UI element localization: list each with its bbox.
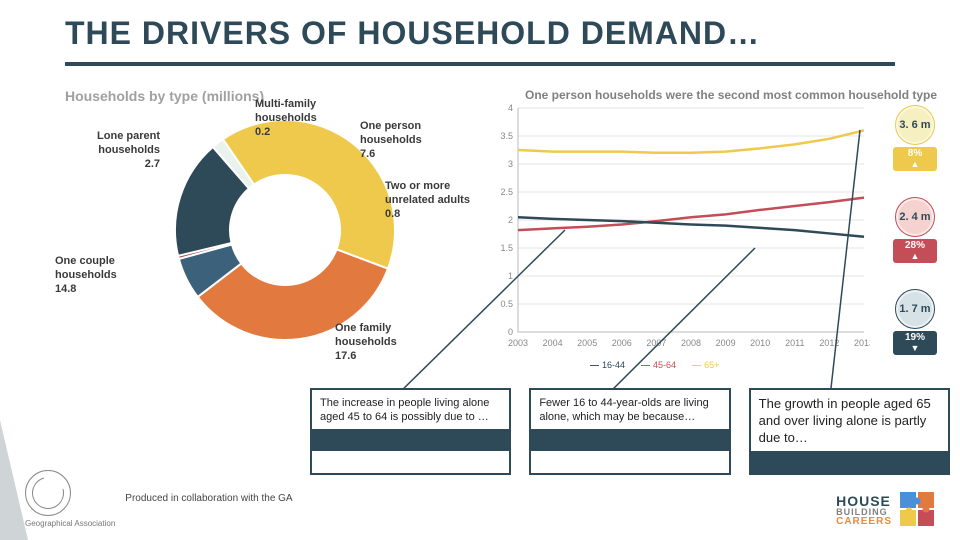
svg-text:3.5: 3.5 (500, 131, 513, 141)
subtitle-left: Households by type (millions) (65, 88, 264, 104)
label-one-couple: One couple households 14.8 (55, 255, 145, 296)
page-title: THE DRIVERS OF HOUSEHOLD DEMAND… (65, 15, 760, 52)
legend-45-64: 45-64 (641, 360, 676, 370)
svg-text:2007: 2007 (646, 338, 666, 348)
annotation-bar (312, 429, 509, 451)
label-one-person: One person households 7.6 (360, 120, 440, 161)
svg-text:0: 0 (508, 327, 513, 337)
footer-left: Geographical Association Produced in col… (25, 470, 293, 528)
svg-text:1: 1 (508, 271, 513, 281)
annotation-16-44: Fewer 16 to 44-year-olds are living alon… (529, 388, 730, 475)
svg-text:2013: 2013 (854, 338, 870, 348)
badge-pill: 28%▲ (893, 239, 937, 263)
ga-logo-icon (25, 470, 71, 516)
annotation-row: The increase in people living alone aged… (310, 388, 950, 475)
svg-text:2.5: 2.5 (500, 187, 513, 197)
annotation-bar (531, 429, 728, 451)
badge-column: 3. 6 m 8%▲ 2. 4 m 28%▲ 1. 7 m 19%▼ (880, 105, 950, 381)
badge-circle: 2. 4 m (895, 197, 935, 237)
badge-45-64: 2. 4 m 28%▲ (880, 197, 950, 263)
badge-16-44: 1. 7 m 19%▼ (880, 289, 950, 355)
svg-text:2: 2 (508, 215, 513, 225)
svg-text:2008: 2008 (681, 338, 701, 348)
line-chart: 0 0.5 1 1.5 2 2.5 3 3.5 4 2003 2004 2005 2006 2007 200… (490, 100, 870, 360)
ga-logo: Geographical Association (25, 470, 115, 528)
badge-circle: 1. 7 m (895, 289, 935, 329)
annotation-bar (751, 451, 948, 473)
puzzle-icon (898, 490, 938, 530)
badge-circle: 3. 6 m (895, 105, 935, 145)
svg-text:2004: 2004 (543, 338, 563, 348)
house-careers-logo-text: HOUSE BUILDING CAREERS (836, 494, 892, 527)
svg-text:0.5: 0.5 (500, 299, 513, 309)
svg-text:2010: 2010 (750, 338, 770, 348)
svg-text:4: 4 (508, 103, 513, 113)
svg-text:2012: 2012 (819, 338, 839, 348)
label-one-family: One family households 17.6 (335, 322, 415, 363)
legend-65: 65+ (692, 360, 719, 370)
badge-pill: 8%▲ (893, 147, 937, 171)
svg-text:2003: 2003 (508, 338, 528, 348)
title-underline (65, 62, 895, 66)
svg-text:1.5: 1.5 (500, 243, 513, 253)
legend-16-44: 16-44 (590, 360, 625, 370)
svg-text:2011: 2011 (785, 338, 804, 348)
svg-text:2006: 2006 (612, 338, 632, 348)
credit-text: Produced in collaboration with the GA (125, 493, 292, 505)
decorative-wedge (0, 420, 28, 540)
badge-65plus: 3. 6 m 8%▲ (880, 105, 950, 171)
annotation-45-64: The increase in people living alone aged… (310, 388, 511, 475)
annotation-65plus: The growth in people aged 65 and over li… (749, 388, 950, 475)
line-chart-legend: 16-44 45-64 65+ (590, 360, 719, 370)
footer-right: HOUSE BUILDING CAREERS (836, 490, 938, 530)
svg-text:3: 3 (508, 159, 513, 169)
label-two-or-more: Two or more unrelated adults 0.8 (385, 180, 480, 221)
label-multi-family: Multi-family households 0.2 (255, 98, 335, 139)
badge-pill: 19%▼ (893, 331, 937, 355)
svg-text:2005: 2005 (577, 338, 597, 348)
svg-text:2009: 2009 (716, 338, 736, 348)
label-lone-parent: Lone parent households 2.7 (70, 130, 160, 171)
